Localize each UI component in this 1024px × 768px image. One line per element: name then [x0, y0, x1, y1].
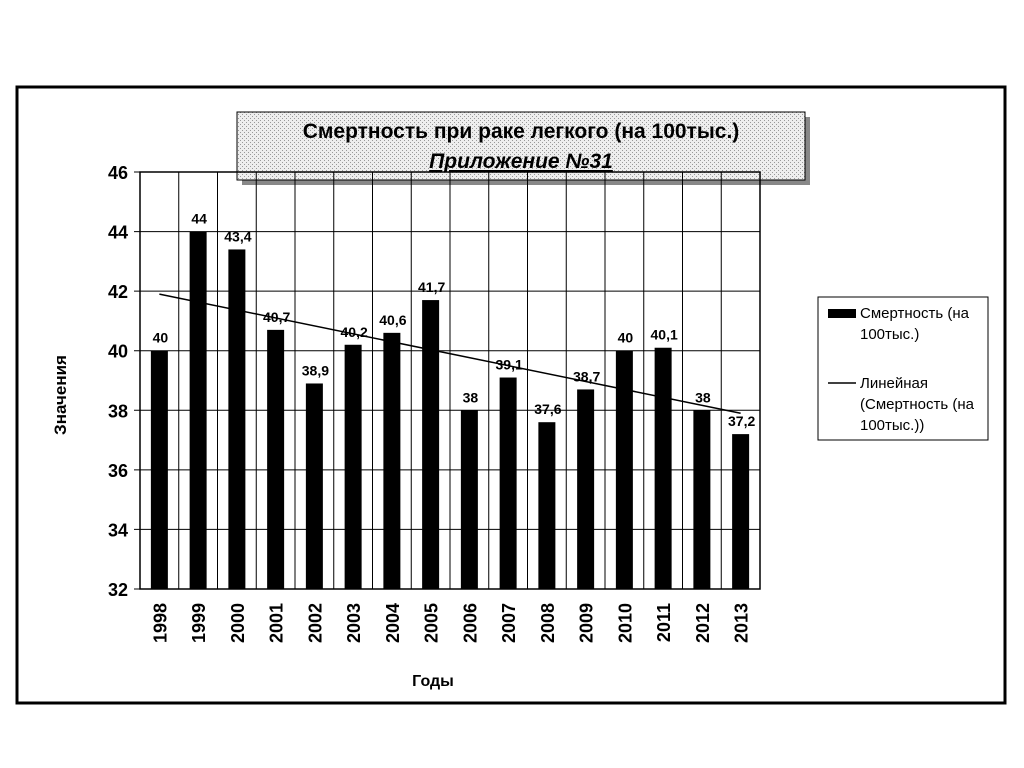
- bar: [538, 422, 556, 589]
- x-tick-label: 1999: [189, 603, 209, 643]
- chart-subtitle: Приложение №31: [429, 150, 613, 173]
- x-tick-label: 2009: [577, 603, 597, 643]
- frame: [15, 85, 1007, 705]
- y-tick-label: 40: [108, 342, 128, 362]
- y-tick-label: 38: [108, 401, 128, 421]
- x-tick-label: 2012: [693, 603, 713, 643]
- legend-box: [817, 296, 989, 441]
- y-axis-label: Значения: [51, 355, 70, 435]
- bar: [693, 410, 711, 589]
- x-tick-label: 2002: [305, 603, 325, 643]
- bar: [460, 410, 478, 589]
- bar: [150, 350, 168, 589]
- x-tick-label: 2010: [615, 603, 635, 643]
- plot-border: [139, 171, 761, 590]
- value-label: 40: [618, 330, 634, 346]
- bar: [577, 389, 595, 589]
- x-tick-label: 2007: [499, 603, 519, 643]
- y-tick-label: 42: [108, 282, 128, 302]
- value-label: 39,1: [496, 357, 523, 373]
- bar: [654, 347, 672, 589]
- value-label: 37,6: [534, 401, 561, 417]
- bar: [732, 434, 750, 589]
- trend-line: [159, 293, 741, 414]
- legend-label: Смертность (на 100тыс.): [860, 305, 969, 343]
- x-tick-label: 2008: [538, 603, 558, 643]
- value-label: 40,1: [651, 327, 678, 343]
- x-tick-label: 2003: [344, 603, 364, 643]
- bar: [422, 300, 440, 589]
- value-label: 37,2: [728, 413, 755, 429]
- x-tick-label: 2000: [228, 603, 248, 643]
- value-label: 43,4: [224, 228, 251, 244]
- legend-label: Линейная (Смертность (на 100тыс.)): [860, 375, 974, 434]
- chart-title: Смертность при раке легкого (на 100тыс.): [303, 120, 740, 143]
- bar: [499, 377, 517, 589]
- bar: [615, 350, 633, 589]
- bar: [344, 344, 362, 589]
- value-label: 38: [695, 389, 711, 405]
- x-tick-label: 2013: [732, 603, 752, 643]
- value-label: 44: [191, 211, 207, 227]
- x-tick-label: 2005: [422, 603, 442, 643]
- y-tick-label: 32: [108, 580, 128, 600]
- x-tick-label: 1998: [150, 603, 170, 643]
- value-label: 40,7: [263, 309, 290, 325]
- y-tick-label: 34: [108, 520, 128, 540]
- bar: [383, 332, 401, 589]
- bar: [305, 383, 323, 589]
- x-tick-label: 2004: [383, 603, 403, 643]
- bar: [267, 329, 285, 589]
- legend-swatch: [828, 309, 856, 318]
- x-tick-label: 2006: [460, 603, 480, 643]
- value-label: 41,7: [418, 279, 445, 295]
- bar: [189, 231, 207, 590]
- value-label: 38: [463, 389, 479, 405]
- value-label: 40: [153, 330, 169, 346]
- value-label: 38,9: [302, 362, 329, 378]
- y-tick-label: 36: [108, 461, 128, 481]
- y-tick-label: 44: [108, 223, 128, 243]
- bar: [228, 249, 246, 589]
- x-axis-label: Годы: [412, 673, 454, 690]
- title-box: [236, 111, 806, 181]
- x-tick-label: 2001: [267, 603, 287, 643]
- y-tick-label: 46: [108, 163, 128, 183]
- x-tick-label: 2011: [654, 603, 674, 642]
- value-label: 40,6: [379, 312, 406, 328]
